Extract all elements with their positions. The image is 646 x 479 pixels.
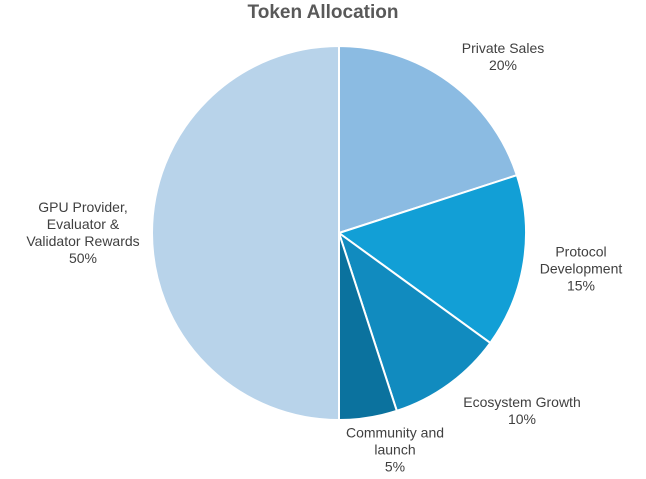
- slice-label-2: Protocol Development 15%: [540, 244, 623, 295]
- pie-slice-5: [151, 45, 340, 421]
- pie-slice-1: [338, 45, 518, 234]
- slice-category-label: Community and launch: [345, 424, 445, 458]
- slice-value-label: 50%: [68, 250, 98, 266]
- slice-label-5: GPU Provider, Evaluator & Validator Rewa…: [26, 199, 139, 267]
- chart-title: Token Allocation: [247, 2, 399, 23]
- slice-category-label: Protocol Development: [539, 243, 623, 277]
- slice-label-3: Ecosystem Growth 10%: [463, 394, 580, 428]
- slice-category-label: Ecosystem Growth: [463, 394, 581, 410]
- slice-value-label: 15%: [566, 277, 596, 294]
- slice-value-label: 10%: [507, 411, 537, 427]
- pie-slice-3: [338, 232, 492, 412]
- slice-value-label: 20%: [488, 57, 518, 73]
- slice-value-label: 5%: [384, 458, 406, 475]
- slice-label-1: Private Sales 20%: [462, 40, 544, 74]
- slice-category-label: Private Sales: [461, 40, 545, 56]
- slice-category-label: GPU Provider, Evaluator & Validator Rewa…: [26, 199, 140, 249]
- pie-slice-2: [338, 174, 527, 344]
- slice-label-4: Community and launch 5%: [346, 425, 444, 476]
